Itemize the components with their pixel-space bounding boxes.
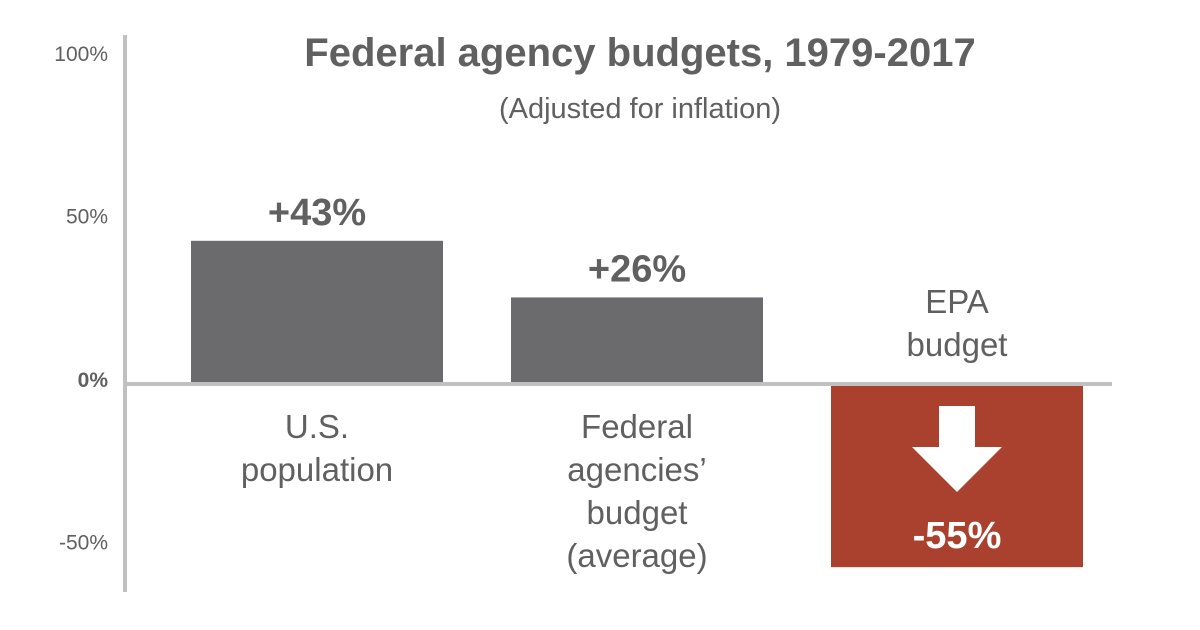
category-label: budget <box>907 326 1008 363</box>
data-label: +26% <box>588 248 686 290</box>
category-label: population <box>241 451 393 488</box>
category-label: agencies’ <box>567 451 706 488</box>
chart-subtitle: (Adjusted for inflation) <box>499 93 781 125</box>
y-tick-label: 0% <box>78 369 109 392</box>
down-arrow-icon <box>912 406 1002 492</box>
category-label: (average) <box>566 537 707 574</box>
category-label: budget <box>587 494 688 531</box>
data-label: +43% <box>268 192 366 234</box>
bar <box>511 297 763 384</box>
y-tick-label: 50% <box>66 206 108 229</box>
y-tick-label: 100% <box>54 43 108 66</box>
category-label: Federal <box>581 408 693 445</box>
y-tick-label: -50% <box>59 532 108 555</box>
labels: +43% U.S. population +26% Federal agencies’ bu… <box>241 192 1008 574</box>
chart-title: Federal agency budgets, 1979-2017 <box>304 31 975 75</box>
category-label: EPA <box>925 283 989 320</box>
category-label: U.S. <box>285 408 349 445</box>
data-label: -55% <box>913 515 1002 557</box>
axes: 100% 50% 0% -50% <box>54 35 127 592</box>
bar <box>191 240 443 384</box>
